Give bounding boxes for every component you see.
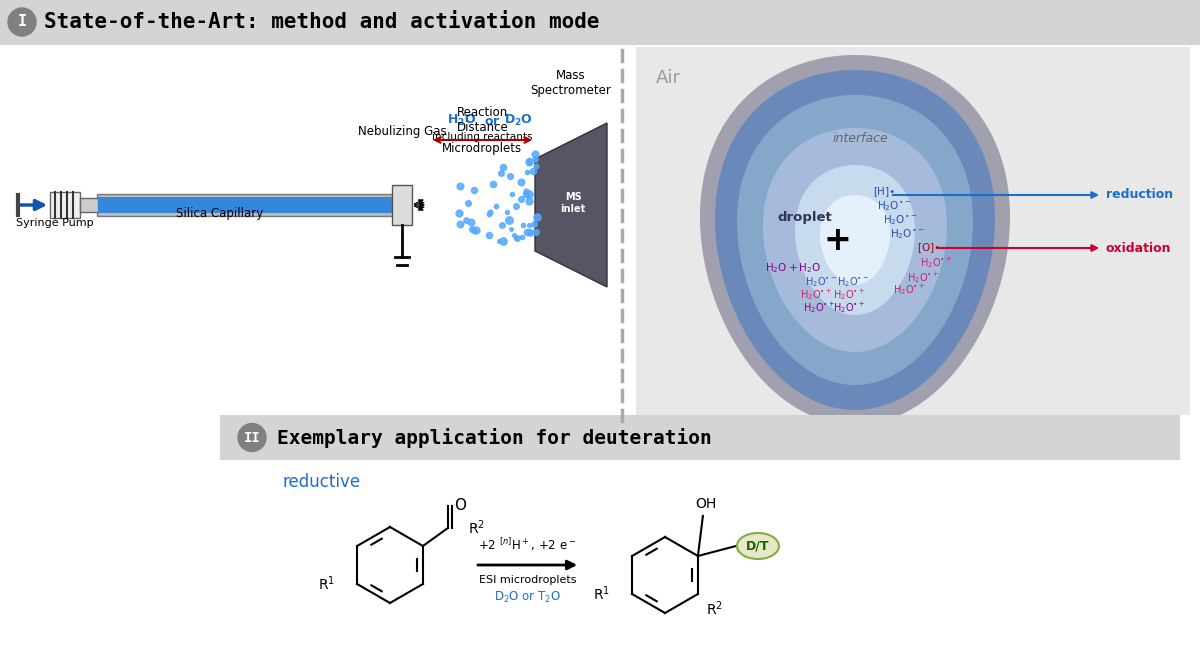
Text: OH: OH [695, 497, 716, 511]
Text: $\mathrm{H_2O^{\bullet+}}$: $\mathrm{H_2O^{\bullet+}}$ [803, 300, 835, 315]
Bar [0, 45, 625, 415]
Text: D/T: D/T [746, 539, 769, 552]
Text: R$^2$: R$^2$ [706, 599, 722, 618]
Text: $\mathrm{H_2O + H_2O}$: $\mathrm{H_2O + H_2O}$ [766, 261, 821, 275]
Polygon shape [535, 123, 607, 287]
Text: I: I [18, 14, 26, 29]
Text: $\mathrm{H_2O^{\bullet-}}$: $\mathrm{H_2O^{\bullet-}}$ [838, 275, 870, 289]
Text: droplet: droplet [778, 212, 832, 225]
Text: Syringe Pump: Syringe Pump [16, 218, 94, 228]
Text: R$^1$: R$^1$ [318, 575, 335, 594]
Text: $\mathbf{H_2O}$: $\mathbf{H_2O}$ [446, 113, 476, 128]
Bar [50, 192, 80, 218]
Polygon shape [715, 70, 995, 410]
Text: O: O [454, 498, 466, 513]
Text: $\mathbf{D_2O}$: $\mathbf{D_2O}$ [504, 113, 533, 128]
Text: $\mathrm{H_2O^{\bullet-}}$: $\mathrm{H_2O^{\bullet-}}$ [883, 213, 917, 227]
Text: Microdroplets: Microdroplets [442, 142, 522, 155]
Text: State-of-the-Art: method and activation mode: State-of-the-Art: method and activation … [44, 12, 600, 32]
Polygon shape [700, 55, 1010, 425]
Polygon shape [820, 195, 890, 285]
Text: $\mathrm{H_2O^{\bullet+}}$: $\mathrm{H_2O^{\bullet+}}$ [907, 270, 940, 285]
Text: +: + [823, 223, 851, 257]
Text: $\mathrm{H_2O^{\bullet+}}$: $\mathrm{H_2O^{\bullet+}}$ [893, 283, 925, 298]
Text: $\mathrm{H_2O^{\bullet-}}$: $\mathrm{H_2O^{\bullet-}}$ [877, 199, 911, 213]
Text: +2 $^{[n]}$H$^+$, +2 e$^-$: +2 $^{[n]}$H$^+$, +2 e$^-$ [479, 536, 576, 553]
Text: Exemplary application for deuteration: Exemplary application for deuteration [277, 428, 712, 447]
Text: ESI microdroplets: ESI microdroplets [479, 575, 576, 585]
Bar [97, 194, 400, 216]
Text: Nebulizing Gas: Nebulizing Gas [358, 125, 446, 138]
Text: interface: interface [832, 131, 888, 144]
Text: R$^2$: R$^2$ [468, 518, 485, 537]
Text: $\mathrm{H_2O^{\bullet-}}$: $\mathrm{H_2O^{\bullet-}}$ [890, 227, 924, 241]
Polygon shape [737, 95, 973, 385]
Text: $\mathrm{D_2O}$ or $\mathrm{T_2O}$: $\mathrm{D_2O}$ or $\mathrm{T_2O}$ [494, 590, 560, 605]
Text: including reactants: including reactants [432, 132, 533, 142]
Text: $\mathrm{H_2O^{\bullet-}}$: $\mathrm{H_2O^{\bullet-}}$ [805, 275, 838, 289]
Text: reductive: reductive [282, 473, 360, 491]
Polygon shape [796, 165, 914, 315]
Text: Silica Capillary: Silica Capillary [176, 207, 264, 220]
Bar [80, 198, 98, 212]
Text: oxidation: oxidation [1106, 242, 1171, 255]
Polygon shape [763, 128, 947, 352]
Text: [H]$\bullet$: [H]$\bullet$ [874, 185, 895, 199]
Text: $\mathrm{H_2O^{\bullet+}}$: $\mathrm{H_2O^{\bullet+}}$ [833, 300, 865, 315]
Text: Reaction
Distance: Reaction Distance [457, 106, 509, 134]
Text: $\mathrm{H_2O^{\bullet+}}$: $\mathrm{H_2O^{\bullet+}}$ [833, 287, 865, 302]
Circle shape [238, 424, 266, 451]
Bar [392, 185, 412, 225]
Text: reduction: reduction [1106, 189, 1174, 202]
Text: $\mathrm{H_2O^{\bullet+}}$: $\mathrm{H_2O^{\bullet+}}$ [920, 255, 953, 270]
Bar [98, 197, 398, 213]
Text: $\mathrm{H_2O^{\bullet+}}$: $\mathrm{H_2O^{\bullet+}}$ [800, 287, 833, 302]
Circle shape [8, 8, 36, 36]
Bar [220, 415, 1180, 460]
Ellipse shape [737, 533, 779, 559]
Text: $\mathbf{or}$: $\mathbf{or}$ [480, 115, 502, 128]
Text: Air: Air [656, 69, 682, 87]
Text: R$^1$: R$^1$ [593, 584, 610, 603]
Bar [0, 0, 1200, 45]
Text: [O]$\bullet$: [O]$\bullet$ [917, 241, 940, 255]
Bar [636, 47, 1190, 415]
Text: Mass
Spectrometer: Mass Spectrometer [530, 69, 612, 97]
Text: II: II [244, 430, 260, 445]
Text: MS
inlet: MS inlet [560, 192, 586, 214]
